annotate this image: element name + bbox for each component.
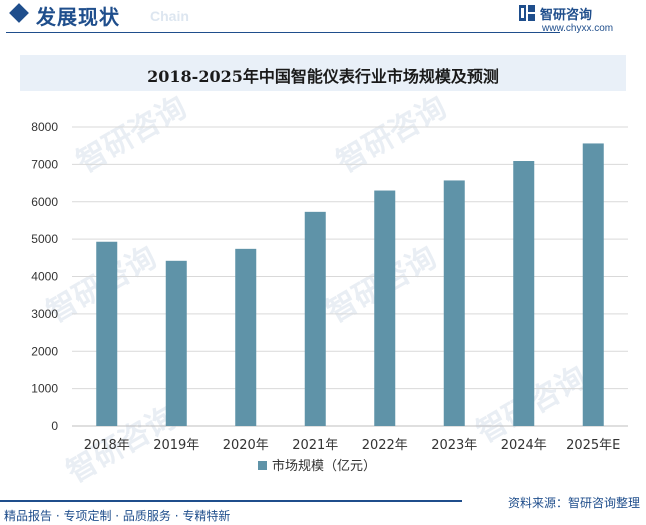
section-title: 发展现状 (36, 5, 120, 29)
brand-name: 智研咨询 (540, 8, 593, 23)
y-tick-label: 0 (51, 419, 58, 433)
y-tick-label: 2000 (31, 344, 58, 358)
y-tick-label: 1000 (31, 382, 58, 396)
x-tick-label: 2019年 (153, 438, 199, 453)
footer-divider (0, 500, 462, 502)
legend-label: 市场规模（亿元） (272, 459, 377, 474)
y-tick-label: 6000 (31, 195, 58, 209)
y-tick-label: 8000 (31, 120, 58, 134)
bar (374, 190, 396, 426)
chart-title-band: 2018-2025年中国智能仪表行业市场规模及预测 (20, 55, 626, 91)
section-subtitle: Chain (150, 8, 189, 24)
brand: 智研咨询 www.chyxx.com (518, 4, 638, 36)
header-divider (6, 32, 560, 33)
y-tick-label: 3000 (31, 307, 58, 321)
footer-source: 资料来源：智研咨询整理 (507, 496, 640, 510)
bar (96, 241, 118, 426)
x-tick-label: 2024年 (501, 438, 547, 453)
bar (235, 248, 257, 426)
brand-url: www.chyxx.com (542, 23, 614, 34)
bar (513, 161, 535, 427)
x-tick-label: 2018年 (84, 438, 130, 453)
x-tick-label: 2025年E (566, 438, 620, 453)
brand-logo-icon (519, 5, 535, 21)
x-tick-label: 2022年 (362, 438, 408, 453)
chart-legend: 市场规模（亿元） (258, 455, 377, 474)
y-tick-label: 5000 (31, 232, 58, 246)
legend-swatch (258, 461, 267, 470)
bar (582, 143, 604, 426)
bar (443, 180, 465, 426)
footer-services: 精品报告 · 专项定制 · 品质服务 · 专精特新 (4, 509, 231, 523)
x-tick-label: 2021年 (292, 438, 338, 453)
y-tick-label: 4000 (31, 270, 58, 284)
y-tick-label: 7000 (31, 157, 58, 171)
bar (165, 260, 187, 426)
bar (304, 211, 326, 426)
x-tick-label: 2023年 (431, 438, 477, 453)
x-tick-label: 2020年 (223, 438, 269, 453)
chart-title: 2018-2025年中国智能仪表行业市场规模及预测 (147, 67, 499, 86)
page-header: 发展现状 Chain 智研咨询 www.chyxx.com (0, 0, 646, 36)
